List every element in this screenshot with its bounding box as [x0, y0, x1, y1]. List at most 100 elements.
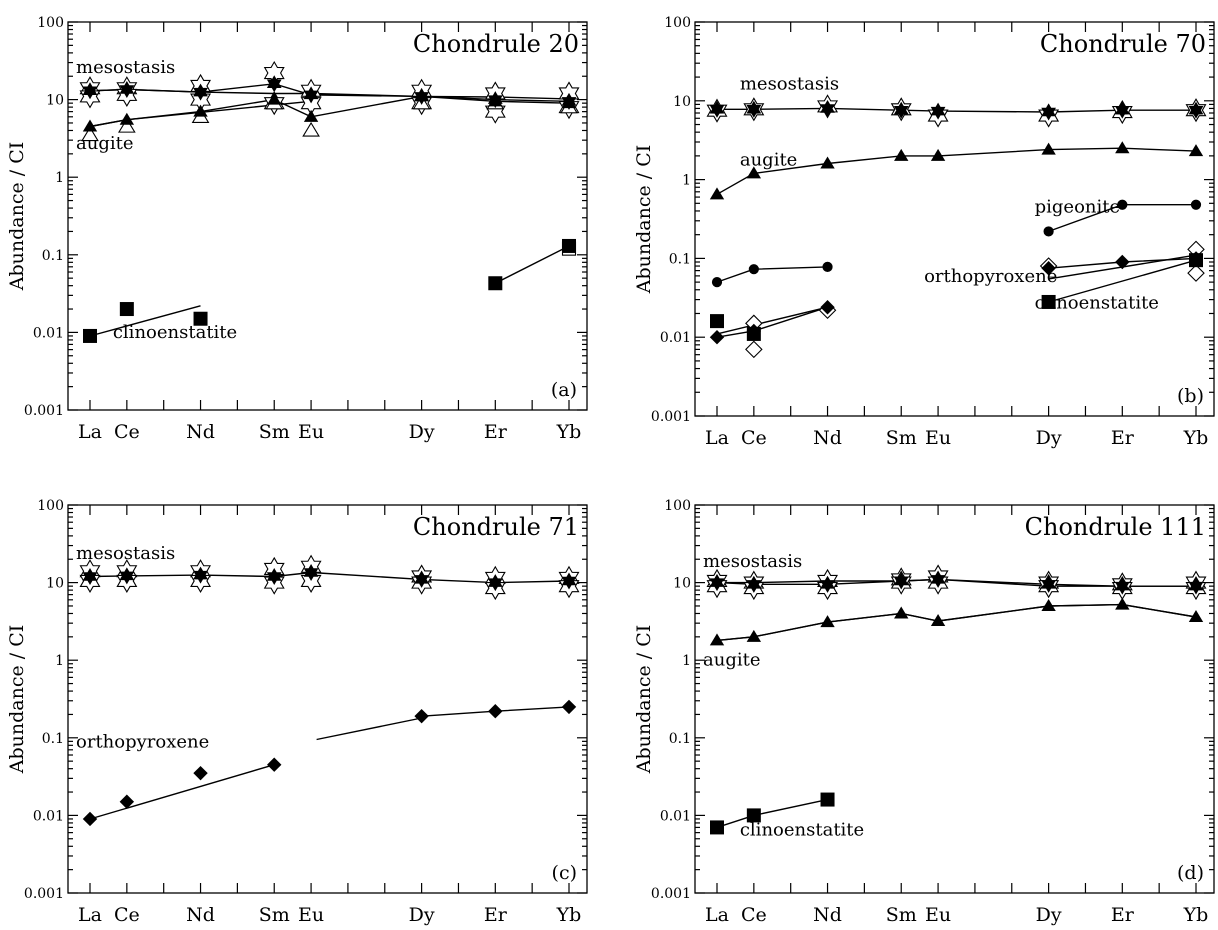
data-point-orthopyroxene [1115, 254, 1130, 270]
data-point-mesostasis [119, 80, 135, 98]
reference-line [89, 764, 275, 820]
data-point-augite [488, 94, 503, 107]
series-annotation: mesostasis [76, 57, 175, 78]
data-point-orthopyroxene [745, 340, 763, 359]
data-point-mesostasis [1188, 577, 1204, 595]
x-tick-label-dy: Dy [409, 421, 435, 443]
data-point-clinoenstatite [746, 808, 761, 823]
data-point-mesostasis [266, 567, 282, 585]
data-point-pigeonite [711, 277, 723, 288]
y-tick-label: 0.001 [24, 886, 64, 902]
data-point-mesostasis [820, 575, 835, 593]
data-point-augite [820, 156, 835, 169]
y-tick-label: 0.001 [24, 403, 64, 419]
y-tick-label: 10 [673, 94, 691, 110]
y-tick-label: 100 [37, 498, 64, 514]
data-point-clinoenstatite [562, 238, 576, 253]
data-point-mesostasis [1041, 103, 1056, 121]
panel-label: (b) [1177, 385, 1204, 407]
data-point-mesostasis [893, 572, 909, 590]
data-point-clinoenstatite [820, 792, 835, 807]
panel-label: (a) [551, 379, 577, 401]
x-tick-label-er: Er [1111, 427, 1135, 449]
data-point-pigeonite [1043, 226, 1054, 237]
chart-panel-1: 0.001 0.01 0.1 1 10 100 Abundance / CI La Ce Nd Sm… [6, 15, 588, 443]
data-point-pigeonite [1117, 199, 1128, 210]
series-annotation: augite [740, 150, 798, 171]
x-tick-label-yb: Yb [1183, 904, 1209, 926]
panel-label: (c) [552, 862, 577, 884]
data-point-mesostasis [193, 566, 208, 584]
x-tick-label-eu: Eu [925, 904, 951, 926]
data-point-mesostasis [709, 100, 725, 118]
data-point-augite [561, 96, 577, 109]
x-tick-label-sm: Sm [259, 421, 290, 443]
y-tick-label: 0.01 [33, 325, 64, 341]
x-tick-label-nd: Nd [186, 421, 215, 443]
data-point-augite [1188, 144, 1204, 157]
x-tick-label-eu: Eu [298, 421, 324, 443]
plot-frame [694, 21, 1215, 417]
x-tick-label-yb: Yb [1183, 427, 1209, 449]
data-point-mesostasis [303, 86, 319, 104]
data-point-augite [930, 148, 946, 161]
series-annotation: augite [76, 133, 134, 154]
data-point-mesostasis [746, 575, 762, 593]
series-line-mesostasis [89, 571, 570, 584]
y-axis-label: Abundance / CI [6, 625, 28, 775]
x-tick-label-nd: Nd [186, 904, 215, 926]
x-tick-label-la: La [705, 427, 729, 449]
y-tick-label: 0.001 [651, 409, 691, 425]
chart-title: Chondrule 71 [413, 513, 579, 541]
y-tick-label: 0.1 [669, 731, 691, 747]
x-tick-label-la: La [78, 421, 102, 443]
y-tick-label: 100 [664, 15, 691, 31]
data-point-orthopyroxene [488, 704, 503, 719]
chart-title: Chondrule 20 [413, 30, 579, 58]
data-point-mesostasis [561, 572, 577, 590]
x-tick-label-dy: Dy [1036, 904, 1062, 926]
data-point-augite [894, 606, 909, 619]
series-annotation: clinoenstatite [113, 322, 237, 343]
y-tick-label: 1 [55, 653, 64, 669]
series-line-clinoenstatite [494, 245, 570, 284]
data-point-augite [302, 121, 320, 137]
data-point-augite [709, 187, 725, 200]
y-tick-label: 10 [46, 93, 64, 109]
x-tick-label-er: Er [484, 421, 508, 443]
data-point-mesostasis [893, 101, 909, 119]
data-point-mesostasis [1114, 101, 1130, 119]
series-annotation: orthopyroxene [924, 266, 1057, 287]
data-point-augite [930, 614, 946, 626]
y-axis-label: Abundance / CI [633, 625, 655, 775]
series-line-pigeonite [716, 266, 828, 283]
data-point-orthopyroxene [820, 300, 835, 315]
data-point-augite [820, 615, 835, 628]
data-point-pigeonite [822, 261, 833, 273]
data-point-orthopyroxene [82, 811, 98, 827]
data-point-mesostasis [414, 570, 429, 588]
data-point-augite [1115, 597, 1130, 610]
x-tick-label-eu: Eu [925, 427, 951, 449]
y-tick-label: 10 [46, 576, 64, 592]
data-point-augite [894, 148, 909, 161]
data-point-clinoenstatite [488, 276, 503, 291]
series-line-mesostasis [716, 578, 1196, 587]
y-tick-label: 0.01 [660, 330, 691, 346]
series-annotation: mesostasis [76, 543, 175, 564]
x-tick-label-yb: Yb [556, 421, 582, 443]
data-point-mesostasis [82, 567, 98, 585]
series-line-mesostasis [89, 83, 570, 102]
data-point-orthopyroxene [193, 765, 208, 781]
series-annotation: clinoenstatite [1035, 293, 1159, 314]
reference-line [716, 306, 828, 335]
y-axis-label: Abundance / CI [633, 145, 655, 295]
y-tick-label: 100 [664, 498, 691, 514]
data-point-clinoenstatite [710, 314, 724, 329]
data-point-clinoenstatite [119, 302, 134, 317]
x-tick-label-la: La [705, 904, 729, 926]
data-point-mesostasis [193, 83, 208, 101]
series-annotation: pigeonite [1035, 197, 1121, 218]
x-tick-label-sm: Sm [886, 904, 917, 926]
